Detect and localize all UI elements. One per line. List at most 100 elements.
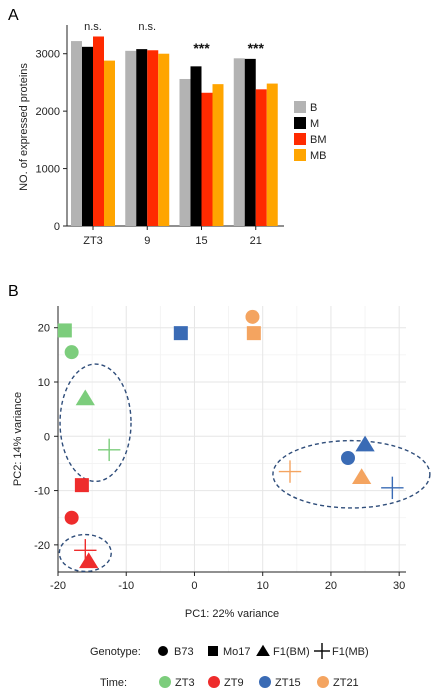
panel-label-a: A <box>8 7 19 24</box>
significance-label: n.s. <box>138 21 156 33</box>
legend-genotype-label: F1(BM) <box>273 646 310 658</box>
pca-y-tick-label: -20 <box>34 540 50 552</box>
point-b73-zt21 <box>245 309 260 324</box>
legend-genotype-label: Mo17 <box>223 646 251 658</box>
legend-genotype-label: F1(MB) <box>332 646 369 658</box>
point-b73-zt9 <box>64 510 79 525</box>
point-b73-zt3 <box>64 345 79 360</box>
bar-y-ticks: 0 1000 2000 3000 <box>36 49 67 233</box>
point-f1mb-zt9 <box>74 539 97 562</box>
bar-series <box>71 36 278 227</box>
legend-time-items: ZT3 ZT9 ZT15 ZT21 <box>159 676 359 689</box>
legend-label-BM: BM <box>310 134 327 146</box>
bar-chart-panel: NO. of expressed proteins 0100020003000 … <box>18 21 327 247</box>
point-f1mb-zt3 <box>97 438 121 462</box>
point-mo17-zt3 <box>57 323 72 338</box>
pca-points <box>57 309 404 569</box>
pca-x-tick-label: 20 <box>325 580 337 592</box>
point-b73-zt15 <box>341 451 355 465</box>
pca-y-tick-label: 20 <box>38 323 50 335</box>
point-mo17-zt21 <box>246 326 261 341</box>
panel-label-b: B <box>8 283 19 300</box>
cluster-ellipse <box>58 533 112 573</box>
point-mo17-zt9 <box>74 478 89 493</box>
bar-BM-ZT3 <box>93 36 104 226</box>
legend-genotype-title: Genotype: <box>90 646 141 658</box>
bar-y-tick-label: 2000 <box>36 106 60 118</box>
pca-grid <box>57 306 406 572</box>
bar-M-21 <box>244 58 256 226</box>
legend-time-dot-zt21 <box>317 676 329 688</box>
bar-BM-9 <box>147 50 159 226</box>
legend-swatch-B <box>294 101 306 113</box>
pca-y-tick-label: 0 <box>44 431 50 443</box>
legend-shape-plus <box>314 643 330 659</box>
cluster-ellipses <box>58 363 431 573</box>
point-f1bm-zt3 <box>75 389 95 406</box>
pca-x-tick-label: -20 <box>50 580 66 592</box>
significance-label: *** <box>193 40 210 56</box>
legend-label-M: M <box>310 118 319 130</box>
pca-panel: -20 -10 0 10 20 30 -20 -10 0 10 20 PC1: 22% varia… <box>12 306 431 689</box>
significance-labels: n.s. n.s. *** *** <box>84 21 264 56</box>
bar-MB-21 <box>266 83 278 226</box>
legend-time-dot-zt3 <box>159 676 171 688</box>
cluster-ellipse <box>59 363 132 483</box>
legend-genotype-label: B73 <box>174 646 194 658</box>
bar-M-15 <box>190 66 202 226</box>
legend-time-label: ZT21 <box>333 677 359 689</box>
pca-plot-background <box>58 306 406 572</box>
bar-B-21 <box>233 58 245 227</box>
bar-y-tick-label: 0 <box>54 221 60 233</box>
legend-time-dot-zt15 <box>259 676 271 688</box>
legend-time-dot-zt9 <box>208 676 220 688</box>
point-f1bm-zt9 <box>79 552 99 569</box>
bar-x-tick-label: 21 <box>250 235 262 247</box>
bar-M-ZT3 <box>82 46 93 226</box>
pca-y-ticks: -20 -10 0 10 20 <box>34 323 58 552</box>
pca-legend: Genotype: B73 Mo17 F1(BM) F1(MB) Time: ZT3 Z… <box>90 643 369 689</box>
pca-y-tick-label: 10 <box>38 377 50 389</box>
cluster-ellipse <box>272 439 431 509</box>
point-f1mb-zt21 <box>278 460 302 483</box>
legend-label-MB: MB <box>310 150 327 162</box>
bar-x-tick-label: ZT3 <box>83 235 103 247</box>
bar-M-9 <box>136 49 148 227</box>
bar-B-9 <box>125 50 137 226</box>
bar-y-axis-title: NO. of expressed proteins <box>18 63 30 191</box>
bar-MB-9 <box>158 53 170 226</box>
pca-y-axis-title: PC2: 14% variance <box>12 392 24 486</box>
bar-B-15 <box>179 78 191 227</box>
pca-x-ticks: -20 -10 0 10 20 30 <box>50 572 405 592</box>
bar-x-tick-label: 9 <box>144 235 150 247</box>
bar-x-tick-label: 15 <box>195 235 207 247</box>
legend-swatch-M <box>294 117 306 129</box>
legend-time-title: Time: <box>100 677 127 689</box>
bar-legend: BM BM MB <box>294 101 327 162</box>
point-f1bm-zt21 <box>352 468 372 484</box>
legend-time-label: ZT15 <box>275 677 301 689</box>
pca-x-tick-label: 30 <box>393 580 405 592</box>
pca-x-tick-label: 0 <box>191 580 197 592</box>
point-f1bm-zt15 <box>355 435 375 452</box>
bar-y-tick-label: 1000 <box>36 164 60 176</box>
bar-y-tick-label: 3000 <box>36 49 60 61</box>
legend-label-B: B <box>310 102 317 114</box>
bar-BM-15 <box>201 92 213 226</box>
legend-genotype-items: B73 Mo17 F1(BM) F1(MB) <box>158 643 369 659</box>
point-mo17-zt15 <box>173 326 188 341</box>
significance-label: n.s. <box>84 21 102 33</box>
legend-shape-triangle <box>256 644 270 656</box>
pca-x-axis-title: PC1: 22% variance <box>185 608 279 620</box>
bar-MB-15 <box>212 84 224 226</box>
legend-swatch-BM <box>294 133 306 145</box>
significance-label: *** <box>248 40 265 56</box>
bar-BM-21 <box>255 89 267 226</box>
pca-x-tick-label: 10 <box>257 580 269 592</box>
pca-y-tick-label: -10 <box>34 486 50 498</box>
legend-shape-circle <box>158 646 168 656</box>
pca-x-tick-label: -10 <box>118 580 134 592</box>
legend-swatch-MB <box>294 149 306 161</box>
bar-x-ticks: ZT3 9 15 21 <box>83 226 262 247</box>
